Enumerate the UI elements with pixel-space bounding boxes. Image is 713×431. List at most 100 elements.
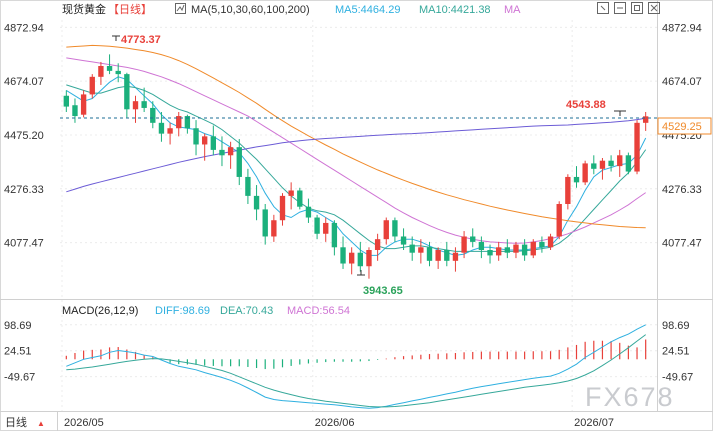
watermark: FX678 xyxy=(585,382,675,412)
candle-body xyxy=(132,101,139,110)
candle-body xyxy=(608,160,614,167)
macd-tick-label-right: 98.69 xyxy=(662,320,690,332)
candle-body xyxy=(305,206,312,218)
candle-body xyxy=(72,105,78,117)
window-icon[interactable] xyxy=(597,2,609,14)
candle-body xyxy=(219,149,225,156)
candle-body xyxy=(539,241,545,248)
last-close-marker: 4543.88 xyxy=(566,99,626,116)
y-tick-label-right: 4872.94 xyxy=(662,22,702,34)
candle-body xyxy=(150,107,156,123)
macd-tick-label-right: -49.67 xyxy=(662,372,693,384)
candle-body xyxy=(193,128,199,145)
candle-body xyxy=(106,66,113,71)
candle-body xyxy=(556,204,562,237)
candle-body xyxy=(495,247,502,256)
candle-body xyxy=(262,209,268,237)
candle-body xyxy=(227,147,234,156)
y-tick-label-left: 4077.47 xyxy=(4,238,44,250)
candle-body xyxy=(271,220,277,237)
date-label: 2026/05 xyxy=(64,417,104,429)
candle-body xyxy=(383,220,389,240)
y-tick-label-left: 4276.33 xyxy=(4,184,44,196)
candle-body xyxy=(444,250,450,261)
chart-type-icon[interactable] xyxy=(175,3,186,14)
main-pane xyxy=(63,44,649,279)
ma-line-ma100 xyxy=(66,117,646,193)
candle-body xyxy=(158,122,165,134)
macd-tick-label-right: 24.51 xyxy=(662,346,690,358)
candle-body xyxy=(452,252,459,261)
low-label: 3943.65 xyxy=(363,285,403,297)
candle-body xyxy=(617,155,623,167)
candle-body xyxy=(141,101,147,108)
candle-body xyxy=(426,247,433,261)
candle-body xyxy=(176,116,182,129)
candle-body xyxy=(167,128,173,134)
candle-body xyxy=(642,116,649,123)
y-tick-label-left: 4475.20 xyxy=(4,130,44,142)
ma-label[interactable]: MA(5,10,30,60,100,200) xyxy=(191,4,310,16)
candle-body xyxy=(80,94,87,115)
candle-body xyxy=(547,236,554,248)
candle-body xyxy=(297,190,303,207)
macd-tick-label-left: 24.51 xyxy=(4,346,32,358)
candle-body xyxy=(201,136,208,145)
current-price-tag: 4529.25 xyxy=(657,117,712,135)
y-tick-label-left: 4674.07 xyxy=(4,76,44,88)
macd-diff-value: DIFF:98.69 xyxy=(155,305,210,317)
close-icon[interactable] xyxy=(648,2,660,14)
chevron-up-icon[interactable]: ▲ xyxy=(37,419,45,428)
last-close-label: 4543.88 xyxy=(566,99,606,111)
macd-tick-label-left: 98.69 xyxy=(4,320,32,332)
candle-body xyxy=(599,160,606,169)
expand-icon[interactable] xyxy=(631,2,643,14)
macd-hist-value: MACD:56.54 xyxy=(287,305,350,317)
current-price-value: 4529.25 xyxy=(662,121,702,133)
macd-dea-value: DEA:70.43 xyxy=(220,305,273,317)
candle-body xyxy=(461,236,467,253)
date-label: 2026/07 xyxy=(574,417,614,429)
candle-body xyxy=(340,247,346,264)
ma-line-ma60 xyxy=(66,44,646,229)
macd-line-diff xyxy=(66,324,646,409)
candle-body xyxy=(279,195,286,221)
y-tick-label-right: 4674.07 xyxy=(662,76,702,88)
date-label: 2026/06 xyxy=(315,417,355,429)
macd-label[interactable]: MACD(26,12,9) xyxy=(62,305,138,317)
candle-body xyxy=(357,252,364,267)
candle-body xyxy=(513,244,519,253)
grid xyxy=(60,20,657,411)
candle-body xyxy=(245,176,251,196)
high-marker: 4773.37 xyxy=(112,34,161,46)
period-button[interactable]: 日线 ▲ xyxy=(5,415,45,429)
candle-body xyxy=(210,136,217,150)
candle-body xyxy=(184,116,191,129)
candle-body xyxy=(331,222,338,248)
candle-body xyxy=(323,222,329,234)
candle-body xyxy=(409,244,415,253)
candle-body xyxy=(314,217,320,234)
candle-body xyxy=(435,250,441,261)
candle-body xyxy=(521,244,528,256)
y-tick-label-right: 4276.33 xyxy=(662,184,702,196)
period-button-label[interactable]: 日线 xyxy=(5,415,27,429)
y-tick-label-right: 4077.47 xyxy=(662,238,702,250)
candle-body xyxy=(63,95,70,107)
candle-body xyxy=(400,236,407,245)
candle-body xyxy=(565,176,571,204)
candle-body xyxy=(374,239,381,250)
candle-body xyxy=(124,74,130,110)
candle-body xyxy=(504,247,511,253)
candle-body xyxy=(478,241,485,250)
macd-header: MACD(26,12,9) DIFF:98.69 DEA:70.43 MACD:… xyxy=(62,305,350,317)
period-selector[interactable]: 【日线】 xyxy=(108,2,152,16)
candle-body xyxy=(418,247,424,253)
minimize-icon[interactable] xyxy=(614,2,626,14)
y-tick-label-left: 4872.94 xyxy=(4,22,44,34)
candle-body xyxy=(115,70,121,75)
macd-tick-label-left: -49.67 xyxy=(4,372,35,384)
